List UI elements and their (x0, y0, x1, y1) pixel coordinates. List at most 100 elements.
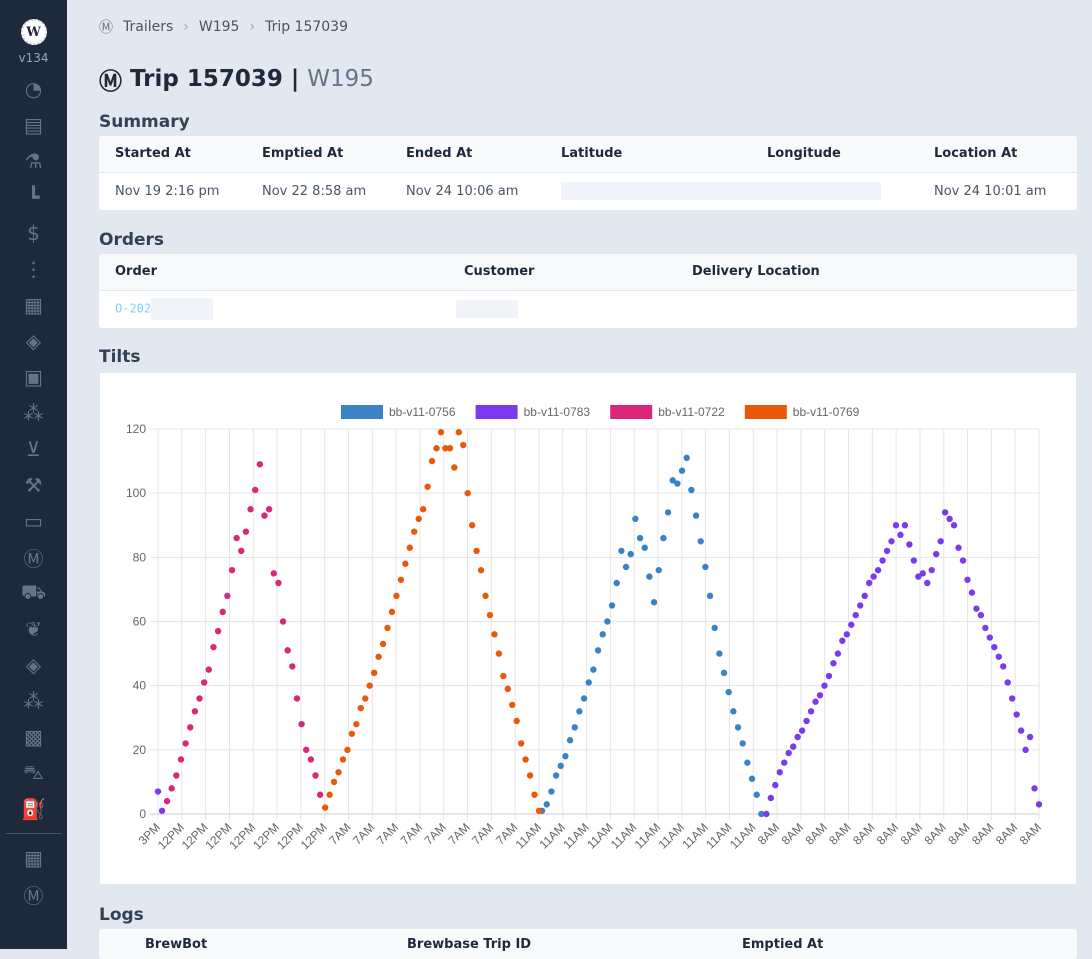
data-point (509, 701, 516, 709)
data-point (650, 599, 658, 606)
x-tick-label: 12PM (226, 820, 258, 852)
data-point (557, 762, 564, 770)
clipboard-list-icon[interactable]: ▣ (24, 365, 43, 389)
malt-bag-icon[interactable]: ⊻ (26, 437, 41, 461)
fuel-pump-icon[interactable]: ⛽ (21, 797, 46, 821)
data-point (812, 698, 819, 705)
id-card-icon[interactable]: ▭ (24, 509, 43, 533)
data-point (982, 624, 989, 632)
lab-flask-icon[interactable]: ⚗ (24, 149, 43, 173)
order-id[interactable]: O-202 (115, 301, 152, 316)
brand-logo[interactable]: W (20, 19, 47, 45)
data-point (275, 579, 282, 587)
sidebar-divider (5, 833, 62, 834)
receipt-icon[interactable]: ▤ (24, 113, 43, 137)
data-point (986, 634, 994, 641)
summary-table: Started At Emptied At Ended At Latitude … (99, 136, 1077, 210)
x-tick-label: 11AM (536, 820, 567, 851)
layers-icon[interactable]: ◈ (25, 653, 42, 677)
data-point (424, 483, 431, 490)
data-point (1026, 733, 1034, 741)
calendar-icon[interactable]: ▦ (24, 846, 43, 870)
data-point (758, 810, 765, 818)
data-point (590, 666, 597, 673)
data-point (781, 759, 788, 766)
breadcrumb-trailers[interactable]: Trailers (123, 19, 174, 35)
traffic-light-icon[interactable]: ⋮ (23, 257, 44, 281)
location-at-value: Nov 24 10:01 am (934, 183, 1047, 199)
x-tick-label: 7AM (374, 820, 401, 847)
hops-icon[interactable]: ⁂ (23, 401, 44, 425)
order-link[interactable]: O-202 (99, 290, 448, 328)
data-point (608, 602, 616, 609)
gavel-icon[interactable]: ⚒ (24, 473, 43, 497)
x-tick-label: 8AM (755, 820, 782, 847)
data-point (531, 791, 538, 798)
gantt-chart-icon[interactable]: ┗ (27, 185, 40, 209)
col-brewbase-trip-id: Brewbase Trip ID (407, 937, 532, 952)
x-tick-label: 11AM (608, 820, 639, 851)
breadcrumb-trailer[interactable]: W195 (198, 19, 240, 35)
dashboard-icon[interactable]: ◔ (24, 77, 43, 101)
data-point (888, 538, 895, 545)
data-point (375, 653, 382, 660)
legend-label: bb-v11-0769 (793, 405, 860, 419)
dollar-icon[interactable]: $ (27, 221, 40, 245)
orders-heading: Orders (99, 230, 165, 250)
contacts-icon[interactable]: ▩ (24, 725, 43, 749)
data-point (580, 695, 588, 702)
data-point (915, 573, 922, 580)
data-point (789, 743, 797, 750)
y-tick-label: 60 (133, 615, 147, 629)
trailer-icon[interactable]: Ⓜ (23, 546, 44, 571)
data-point (613, 579, 620, 587)
data-point (924, 579, 931, 587)
data-point (522, 756, 529, 763)
seedling-icon[interactable]: ❦ (25, 617, 42, 641)
data-point (843, 631, 851, 638)
data-point (168, 785, 175, 792)
trailer-icon[interactable]: Ⓜ (23, 883, 44, 908)
customer-value (448, 290, 676, 328)
x-tick-label: 12PM (298, 820, 330, 852)
layers-icon[interactable]: ◈ (25, 329, 42, 353)
data-point (552, 772, 560, 779)
data-point (706, 592, 714, 600)
data-point (238, 547, 245, 555)
x-tick-label: 8AM (1017, 820, 1044, 847)
data-point (455, 429, 462, 436)
breadcrumb-trip: Trip 157039 (265, 19, 348, 35)
x-tick-label: 11AM (656, 820, 687, 851)
data-point (500, 672, 507, 680)
data-point (433, 445, 440, 452)
calendar-icon[interactable]: ▦ (24, 293, 43, 317)
data-point (289, 663, 296, 670)
data-point (865, 579, 873, 587)
data-point (362, 695, 369, 702)
data-point (919, 570, 926, 577)
data-point (473, 547, 480, 555)
data-point (397, 576, 405, 583)
data-point (973, 605, 980, 612)
data-point (776, 769, 783, 776)
forklift-icon[interactable]: ⛍ (23, 759, 44, 784)
data-point (468, 522, 476, 529)
data-point (330, 778, 338, 786)
data-point (861, 592, 868, 600)
data-point (636, 534, 644, 542)
data-point (482, 592, 489, 600)
tilts-chart-card: 0 20 40 60 80 100 120 3PM 12PM 12PM 12PM 12PM 12PM 12… (99, 372, 1077, 885)
x-tick-label: 8AM (779, 820, 806, 847)
truck-icon[interactable]: ⛟ (20, 579, 47, 604)
x-tick-label: 7AM (421, 820, 448, 847)
hops-icon[interactable]: ⁂ (23, 689, 44, 713)
summary-heading: Summary (99, 112, 190, 132)
data-point (959, 557, 967, 564)
data-point (599, 631, 606, 638)
data-point (464, 489, 471, 497)
data-point (326, 791, 333, 798)
data-point (1017, 727, 1025, 734)
data-point (744, 759, 751, 766)
data-point (1035, 801, 1043, 808)
data-point (852, 611, 859, 619)
